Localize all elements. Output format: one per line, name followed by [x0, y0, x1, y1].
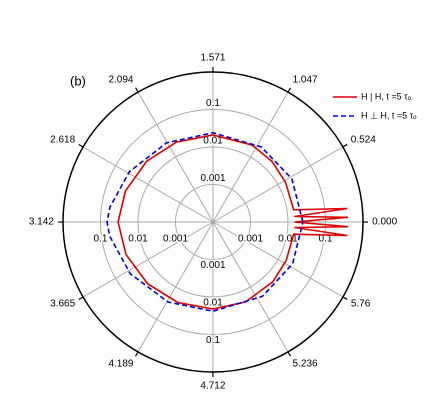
legend-label: H | H, t =5 τₒ — [361, 91, 412, 101]
theta-tick — [342, 296, 348, 300]
r-tick-label: 0.001 — [200, 260, 225, 271]
theta-tick — [287, 351, 292, 357]
outer-circle — [62, 71, 364, 373]
theta-tick — [135, 87, 139, 93]
legend-label: H ⊥ H, t =5 τₒ — [361, 110, 417, 120]
theta-tick-label: 1.047 — [293, 75, 318, 86]
theta-tick-label: 2.094 — [108, 75, 133, 86]
r-tick-label: 0.001 — [200, 173, 225, 184]
theta-tick-label: 3.665 — [50, 299, 75, 310]
grid-spoke — [137, 221, 214, 353]
r-tick-label: 0.01 — [203, 298, 223, 309]
r-tick-label: 0.1 — [94, 234, 108, 245]
theta-tick — [78, 143, 84, 148]
theta-tick — [78, 296, 84, 300]
r-tick-label: 0.01 — [128, 234, 148, 245]
theta-tick-label: 0.524 — [351, 135, 376, 146]
r-tick-label: 0.1 — [206, 335, 220, 346]
panel-label: (b) — [70, 73, 86, 88]
theta-tick-label: 1.571 — [200, 53, 225, 64]
theta-tick-label: 5.236 — [293, 359, 318, 370]
grid-spoke — [212, 91, 289, 223]
theta-tick-label: 4.712 — [200, 381, 225, 392]
grid-spoke — [212, 146, 344, 223]
r-tick-label: 0.001 — [163, 234, 188, 245]
grid-spoke — [137, 91, 214, 223]
r-tick-label: 0.01 — [278, 234, 298, 245]
series-line — [106, 131, 304, 313]
theta-tick — [287, 87, 292, 93]
grid-spoke — [82, 221, 214, 298]
theta-tick-label: 5.76 — [351, 299, 371, 310]
r-tick-label: 0.1 — [206, 98, 220, 109]
grid-spoke — [212, 221, 289, 353]
grid-spoke — [82, 146, 214, 223]
theta-tick-label: 0.000 — [372, 217, 397, 228]
theta-tick-label: 2.618 — [50, 135, 75, 146]
grid-spoke — [212, 221, 344, 298]
theta-tick-label: 3.142 — [29, 217, 54, 228]
theta-tick-label: 4.189 — [108, 359, 133, 370]
theta-tick — [342, 143, 348, 148]
r-tick-label: 0.01 — [203, 136, 223, 147]
theta-tick — [135, 351, 139, 357]
r-tick-label: 0.001 — [238, 234, 263, 245]
series-line — [117, 134, 349, 310]
